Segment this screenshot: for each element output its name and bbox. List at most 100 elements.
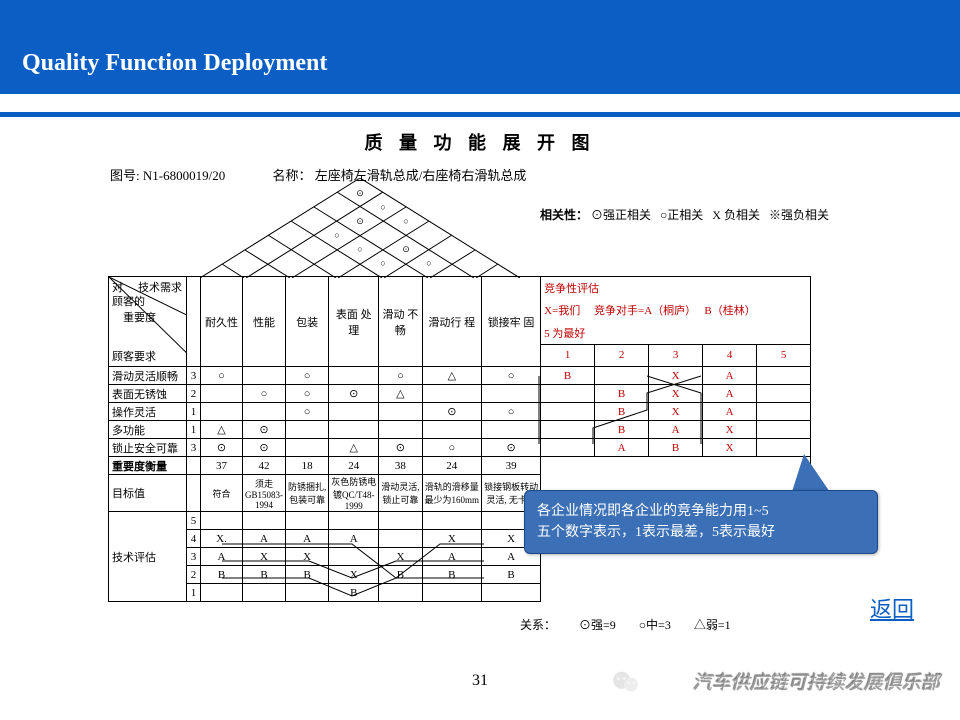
part-name-label: 名称： [272, 168, 311, 183]
svg-text:⊙: ⊙ [402, 244, 410, 254]
wechat-icon [612, 670, 640, 694]
rel-cell [329, 403, 379, 421]
tech-eval-row: 1B [109, 584, 811, 602]
comp-b: B（桂林） [704, 305, 755, 317]
rel-cell: △ [379, 385, 422, 403]
tech-eval-cell: A [286, 530, 329, 548]
comp-cell: B [595, 403, 649, 421]
rel-cell [482, 421, 541, 439]
tech-eval-cell [329, 548, 379, 566]
tech-eval-cell: B [286, 566, 329, 584]
tech-char-0: 耐久性 [201, 277, 243, 367]
correlation-legend: 相关性： ⊙强正相关 ○正相关 X 负相关 ※强负相关 [540, 206, 835, 223]
comp-cell: X [649, 385, 703, 403]
return-link[interactable]: 返回 [870, 592, 914, 624]
comp-cell: A [703, 385, 757, 403]
callout-text: 各企业情况即各企业的竞争能力用1~5 五个数字表示，1表示最差，5表示最好 [537, 504, 775, 540]
rel-cell: △ [329, 439, 379, 457]
tech-eval-cell [379, 530, 422, 548]
comp-col-3: 3 [649, 344, 703, 367]
tech-eval-cell [243, 584, 286, 602]
part-no-label: 图号: [110, 168, 140, 183]
tech-eval-cell: X [379, 548, 422, 566]
tech-char-1: 性能 [243, 277, 286, 367]
comp-cell: B [595, 385, 649, 403]
banner-underline [0, 104, 960, 107]
rel-cell: ○ [286, 385, 329, 403]
comp-cell [757, 421, 811, 439]
comp-cell [757, 367, 811, 385]
callout-box: 各企业情况即各企业的竞争能力用1~5 五个数字表示，1表示最差，5表示最好 [524, 490, 878, 554]
customer-row: 滑动灵活顺畅3○○○△○BXA [109, 367, 811, 385]
comp-eval-title: 竞争性评估 [541, 277, 811, 300]
svg-text:○: ○ [403, 216, 408, 226]
cust-name: 多功能 [109, 421, 187, 439]
rel-cell: ○ [379, 367, 422, 385]
tech-char-3: 表面 处理 [329, 277, 379, 367]
tech-eval-row: 2BBBXBBB [109, 566, 811, 584]
rel-cell: ○ [422, 439, 482, 457]
tech-eval-cell: B [243, 566, 286, 584]
comp-cell: X [649, 403, 703, 421]
svg-text:○: ○ [380, 258, 385, 268]
comp-col-5: 5 [757, 344, 811, 367]
target-4: 滑动灵活, 锁止可靠 [379, 475, 422, 512]
rel-cell [286, 421, 329, 439]
corr-legend-a: ⊙强正相关 [591, 208, 651, 222]
svg-text:⊙: ⊙ [356, 216, 364, 226]
tech-eval-cell: A [422, 548, 482, 566]
corr-legend-d: ※强负相关 [769, 208, 829, 222]
rel-a: ⊙强=9 [579, 618, 616, 632]
tech-eval-cell: A [243, 530, 286, 548]
tech-eval-cell [379, 512, 422, 530]
tech-eval-cell: B [329, 584, 379, 602]
comp-eval-line2: X=我们 竞争对手=A（桐庐） B（桂林） [541, 299, 811, 322]
customer-row: 锁止安全可靠3⊙⊙△⊙○⊙ABX [109, 439, 811, 457]
comp-cell: A [649, 421, 703, 439]
weight-row: 重要度衡量 37 42 18 24 38 24 39 [109, 457, 811, 475]
rel-cell [201, 403, 243, 421]
comp-cell: A [703, 403, 757, 421]
rel-cell: ⊙ [422, 403, 482, 421]
qfd-main-title: 质 量 功 能 展 开 图 [0, 129, 960, 155]
tech-eval-cell: B [379, 566, 422, 584]
comp-cell [541, 403, 595, 421]
rel-label: 关系： [520, 618, 556, 632]
svg-text:○: ○ [357, 244, 362, 254]
target-3: 灰色防锈电 镀QC/T48- 1999 [329, 475, 379, 512]
rel-cell: ○ [286, 367, 329, 385]
rel-c: △弱=1 [694, 618, 731, 632]
rel-cell [329, 367, 379, 385]
tech-eval-cell: B [482, 566, 541, 584]
customer-row: 操作灵活1○⊙○BXA [109, 403, 811, 421]
customer-row: 表面无锈蚀2○○⊙△BXA [109, 385, 811, 403]
comp-cell: B [649, 439, 703, 457]
tech-char-2: 包装 [286, 277, 329, 367]
tech-eval-cell [422, 512, 482, 530]
svg-text:○: ○ [426, 258, 431, 268]
rel-cell [286, 439, 329, 457]
weight-1: 42 [243, 457, 286, 475]
corr-legend-c: X 负相关 [712, 208, 760, 222]
tech-eval-cell: X [243, 548, 286, 566]
cust-name: 锁止安全可靠 [109, 439, 187, 457]
cust-name: 操作灵活 [109, 403, 187, 421]
matrix-corner: 对 顾客的 重要度 技术需求 顾客要求 [109, 277, 187, 367]
footer-brand: 汽车供应链可持续发展俱乐部 [693, 668, 940, 695]
rel-cell: ⊙ [329, 385, 379, 403]
tech-eval-cell [243, 512, 286, 530]
svg-text:○: ○ [380, 202, 385, 212]
comp-col-2: 2 [595, 344, 649, 367]
tech-eval-cell [422, 584, 482, 602]
tech-eval-cell: X [422, 530, 482, 548]
weight-3: 24 [329, 457, 379, 475]
weight-2: 18 [286, 457, 329, 475]
cust-imp: 2 [187, 385, 201, 403]
tech-eval-lvl: 2 [187, 566, 201, 584]
cust-imp: 1 [187, 403, 201, 421]
weight-4: 38 [379, 457, 422, 475]
rel-cell: ○ [482, 403, 541, 421]
cust-name: 表面无锈蚀 [109, 385, 187, 403]
rel-cell [329, 421, 379, 439]
weight-0: 37 [201, 457, 243, 475]
